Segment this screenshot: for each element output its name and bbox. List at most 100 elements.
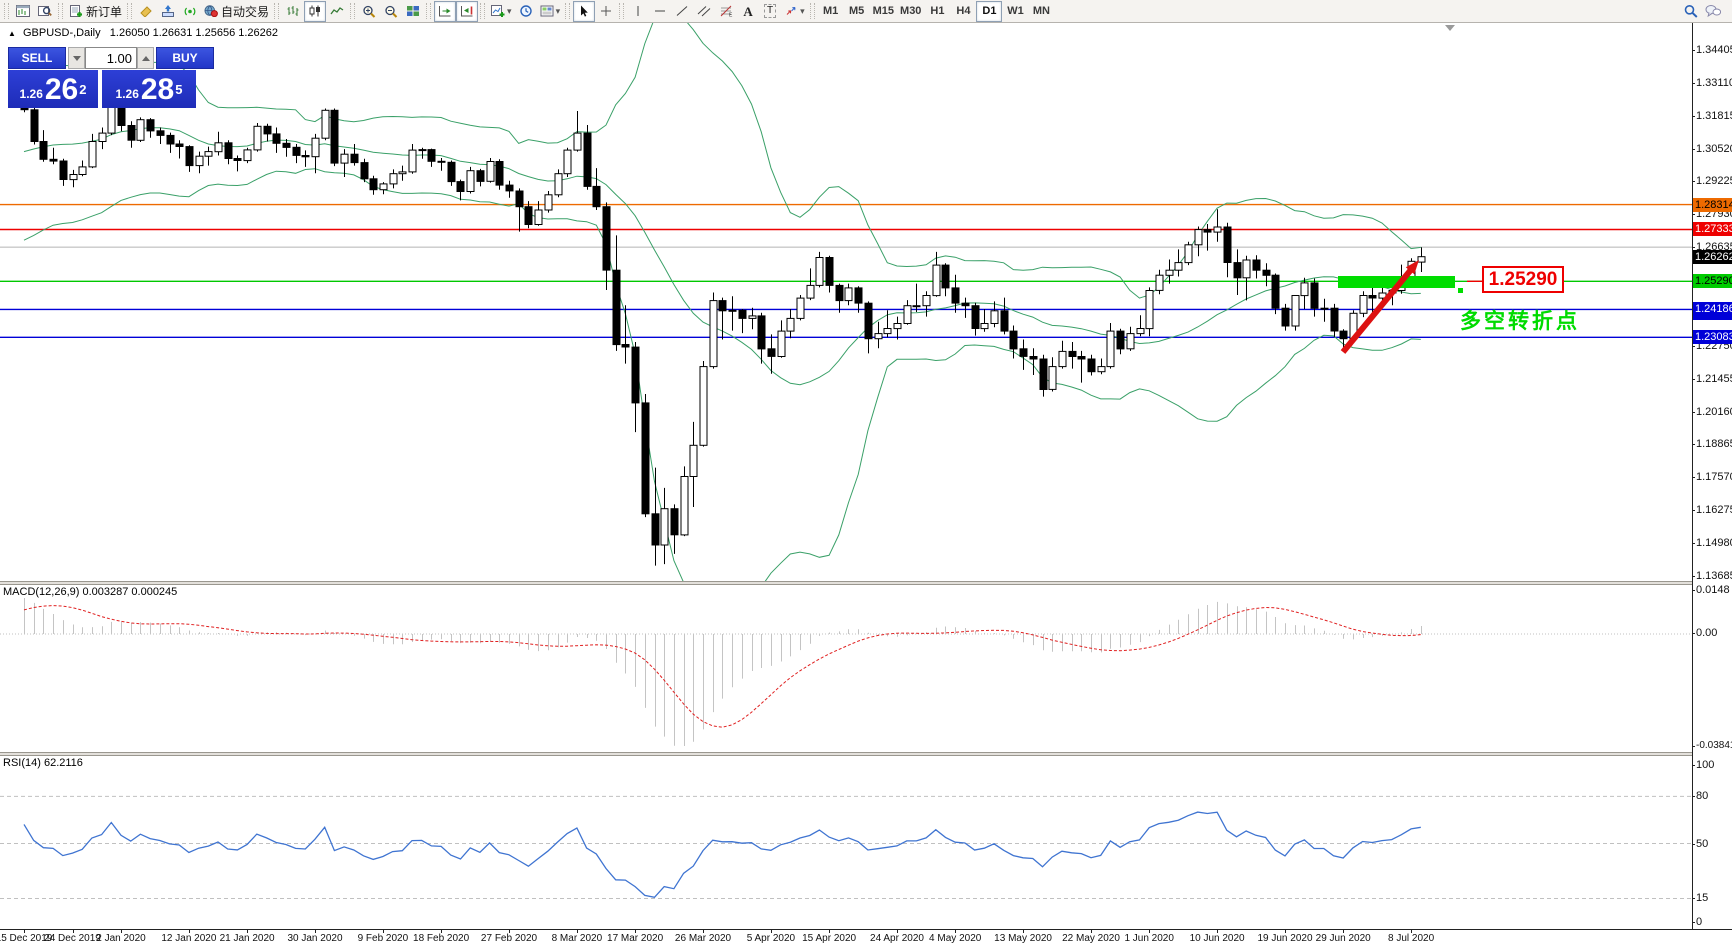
candle [806, 284, 815, 299]
candle [961, 302, 970, 307]
vertical-line-button[interactable] [627, 1, 649, 22]
timeframe-d1-button[interactable]: D1 [976, 0, 1003, 22]
toolbar-group-handle[interactable] [274, 3, 280, 19]
price-tick-label: 1.14980 [1692, 537, 1732, 549]
candle [1009, 330, 1018, 350]
timeframe-h1-button[interactable]: H1 [930, 5, 945, 17]
zoom-out-button[interactable] [380, 1, 402, 22]
price-tag: 1.24186 [1693, 302, 1732, 317]
chart-shift-button[interactable] [456, 0, 479, 22]
toolbar-group-handle[interactable] [426, 3, 432, 19]
crosshair-button[interactable] [595, 1, 617, 22]
zoom-in-button[interactable] [358, 1, 380, 22]
new-order-button[interactable]: 新订单 [66, 1, 125, 22]
auto-trading-button[interactable]: 自动交易 [201, 1, 272, 22]
timeframe-h4-button[interactable]: H4 [956, 5, 971, 17]
line-chart-button[interactable] [326, 1, 348, 22]
toolbar-group-handle[interactable] [619, 3, 625, 19]
macd-scale-min: -0.038415 [1691, 740, 1732, 752]
toolbar-group-handle[interactable] [809, 3, 815, 19]
toolbar-group-handle[interactable] [480, 3, 486, 19]
price-chart-canvas[interactable] [0, 23, 1692, 581]
timeframe-m15-button[interactable]: M15 [872, 5, 895, 17]
rsi-line [23, 811, 1421, 899]
panel-separator-rsi[interactable] [0, 752, 1732, 756]
toolbar-group-handle[interactable] [58, 3, 63, 19]
rsi-scale-tick: 0 [1691, 916, 1703, 928]
tile-windows-button[interactable] [402, 1, 424, 22]
horizontal-line-icon [653, 5, 667, 17]
templates-button[interactable]: ▾ [537, 1, 564, 22]
buy-price-display[interactable]: 1.26 28 5 [102, 70, 196, 108]
macd-indicator-canvas[interactable] [0, 585, 1692, 752]
auto-scroll-button[interactable] [434, 0, 457, 22]
buy-button[interactable]: BUY [156, 47, 214, 69]
text-label-button[interactable]: T [759, 1, 781, 22]
candle [233, 158, 242, 161]
time-tick-label: 15 Dec 2019 [0, 933, 53, 944]
time-tick-mark [509, 930, 510, 933]
signals-button[interactable] [179, 1, 201, 22]
timeframe-m5-button[interactable]: M5 [848, 5, 865, 17]
sell-price-display[interactable]: 1.26 26 2 [8, 70, 98, 108]
bar-chart-icon [286, 5, 300, 17]
rsi-indicator-canvas[interactable] [0, 756, 1692, 929]
candle [253, 125, 262, 151]
fibonacci-button[interactable]: E [715, 1, 737, 22]
panel-separator-macd[interactable] [0, 581, 1732, 585]
chart-shift-marker[interactable] [1445, 25, 1455, 31]
annotation-trend-arrow[interactable] [1340, 264, 1417, 354]
timeframe-w1-button[interactable]: W1 [1007, 5, 1024, 17]
candle [602, 206, 611, 271]
search-button[interactable] [1680, 1, 1702, 22]
svg-text:E: E [729, 13, 733, 18]
bar-chart-button[interactable] [282, 1, 304, 22]
timeframe-m1-button[interactable]: M1 [822, 5, 839, 17]
eraser-button[interactable] [135, 1, 157, 22]
chat-button[interactable] [1702, 1, 1724, 22]
time-tick-label: 21 Jan 2020 [219, 933, 275, 944]
toolbar-group-handle[interactable] [350, 3, 356, 19]
volume-increase-button[interactable] [137, 47, 154, 69]
time-tick-mark [955, 930, 957, 933]
candle [301, 155, 310, 158]
candle [1281, 307, 1290, 327]
toolbar-group-handle[interactable] [127, 3, 133, 19]
market-watch-button[interactable] [34, 1, 56, 22]
periods-button[interactable] [515, 1, 537, 22]
time-tick-mark [1091, 930, 1092, 933]
horizontal-line-button[interactable] [649, 1, 671, 22]
annotation-green-zone[interactable] [1338, 276, 1455, 288]
timeframe-m30-button[interactable]: M30 [900, 5, 922, 17]
time-tick-mark [247, 930, 249, 933]
macd-signal-line [23, 605, 1421, 728]
annotation-cn-text[interactable]: 多空转折点 [1460, 310, 1580, 333]
sell-button[interactable]: SELL [8, 47, 66, 69]
equidistant-channel-button[interactable] [693, 1, 715, 22]
time-axis[interactable]: 15 Dec 2019 24 Dec 2019 2 Jan 2020 12 Jan 2… [0, 929, 1732, 946]
candle [874, 333, 883, 340]
candle [1213, 226, 1222, 233]
annotation-price-label[interactable]: 1.25290 [1482, 266, 1564, 293]
text-button[interactable]: A [737, 1, 759, 22]
toolbar-group-handle[interactable] [4, 3, 9, 19]
volume-decrease-button[interactable] [68, 47, 85, 69]
candle [1087, 358, 1096, 373]
equidistant-channel-icon [697, 5, 711, 17]
candle [1000, 310, 1009, 332]
time-tick-label: 29 Jun 2020 [1315, 933, 1371, 944]
trendline-button[interactable] [671, 1, 693, 22]
cursor-button[interactable] [573, 0, 596, 22]
candlestick-chart-button[interactable] [304, 0, 327, 22]
new-chart-window-button[interactable] [12, 1, 34, 22]
timeframe-mn-button[interactable]: MN [1032, 5, 1050, 17]
arrows-button[interactable]: ▾ [781, 1, 808, 22]
price-axis[interactable]: 1.34405 1.33110 1.31815 1.30520 1.29225 1.279… [1691, 23, 1732, 929]
toolbar-group-handle[interactable] [565, 3, 571, 19]
time-tick-mark [188, 930, 190, 933]
crosshair-icon [599, 5, 613, 17]
indicators-button[interactable]: ▾ [488, 1, 515, 22]
publish-button[interactable] [157, 1, 179, 22]
time-tick-mark [1285, 930, 1286, 933]
volume-input[interactable] [85, 47, 137, 69]
